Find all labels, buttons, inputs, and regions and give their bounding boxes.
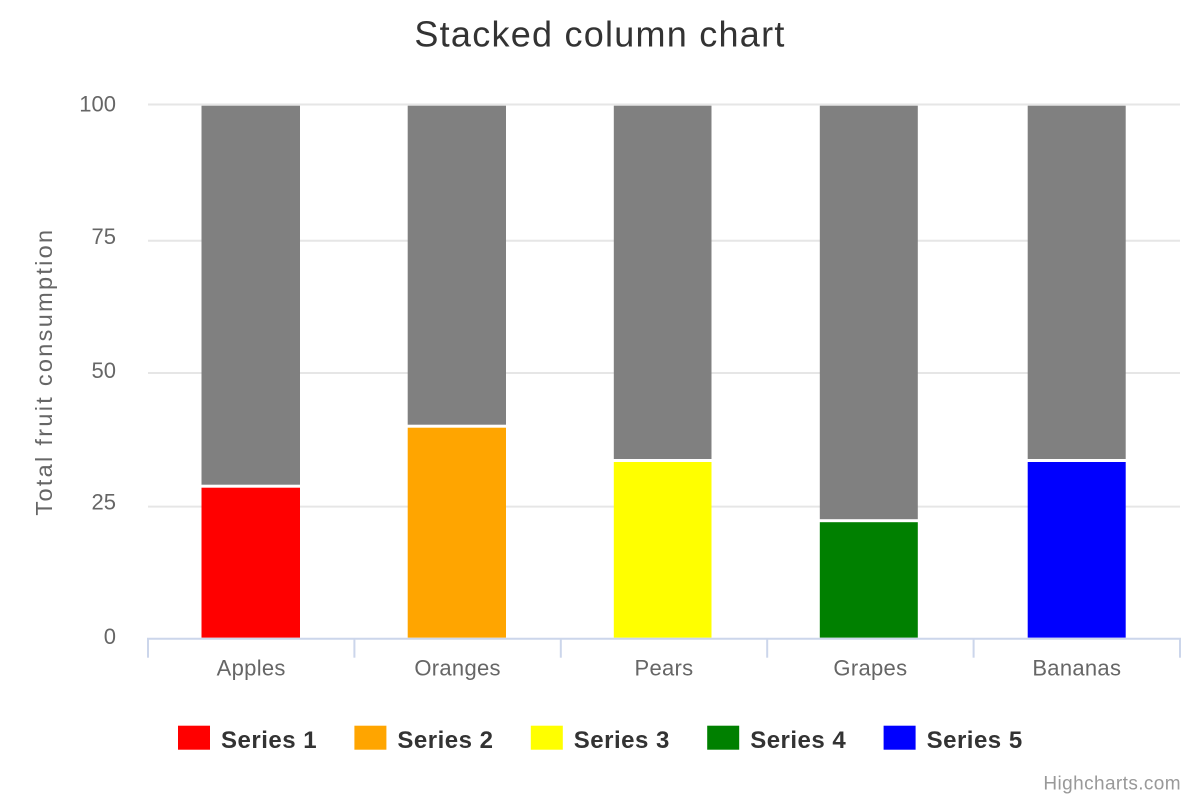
svg-text:Series 3: Series 3 xyxy=(574,727,670,754)
svg-text:Bananas: Bananas xyxy=(1032,655,1121,680)
svg-text:Series 1: Series 1 xyxy=(221,727,317,754)
svg-text:Grapes: Grapes xyxy=(833,655,907,680)
svg-text:Stacked column chart: Stacked column chart xyxy=(414,13,785,54)
svg-text:Highcharts.com: Highcharts.com xyxy=(1043,774,1181,795)
svg-text:Series 4: Series 4 xyxy=(750,727,846,754)
svg-text:Apples: Apples xyxy=(217,655,286,680)
svg-text:75: 75 xyxy=(92,224,116,249)
svg-text:0: 0 xyxy=(104,624,116,649)
svg-text:Pears: Pears xyxy=(635,655,694,680)
svg-text:Series 5: Series 5 xyxy=(927,727,1023,754)
svg-text:50: 50 xyxy=(92,358,116,383)
svg-text:Oranges: Oranges xyxy=(414,655,500,680)
svg-text:25: 25 xyxy=(92,490,116,515)
svg-text:100: 100 xyxy=(79,92,116,117)
svg-text:Total fruit consumption: Total fruit consumption xyxy=(31,228,57,516)
svg-text:Series 2: Series 2 xyxy=(397,727,493,754)
